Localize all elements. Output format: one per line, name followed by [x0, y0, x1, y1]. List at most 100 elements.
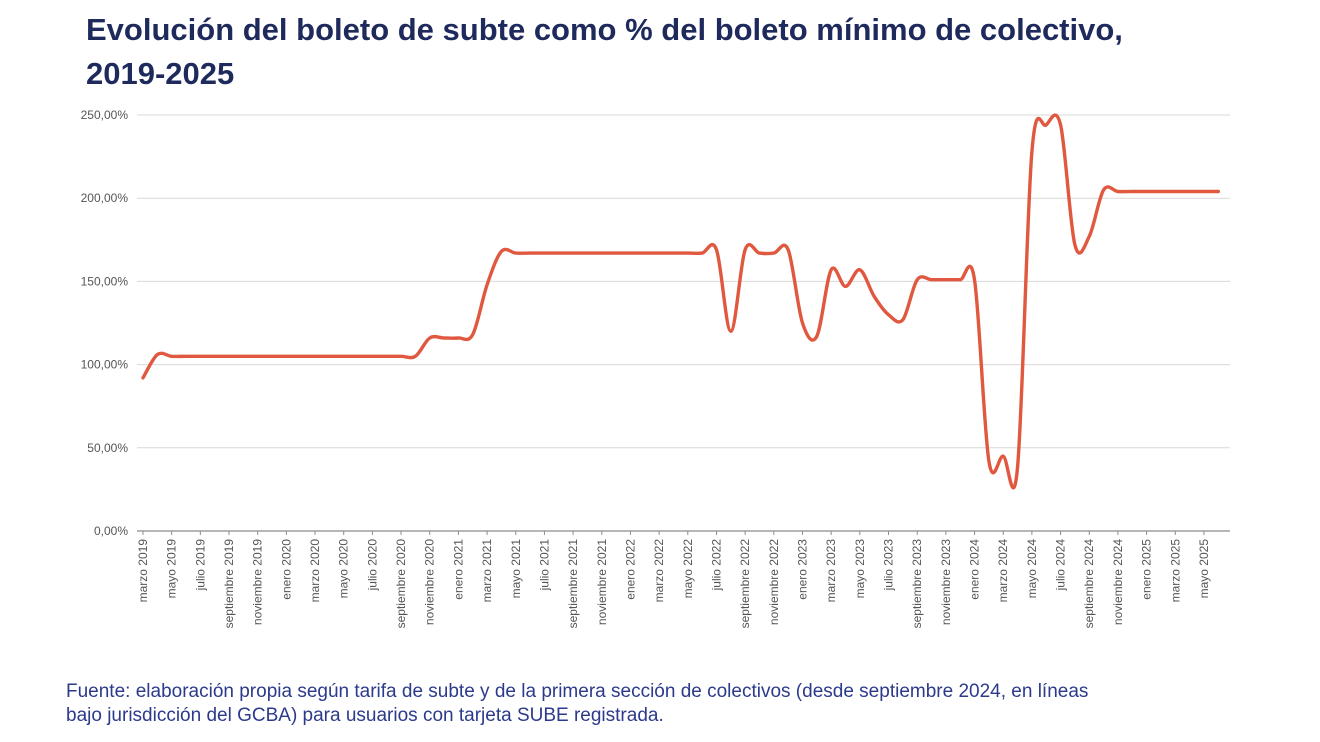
x-tick-label: enero 2025 — [1140, 539, 1154, 600]
x-tick-label: marzo 2021 — [480, 539, 494, 603]
x-axis-ticks: marzo 2019 mayo 2019 julio 2019 septiembre … — [136, 531, 1211, 628]
data-point — [370, 354, 375, 359]
x-tick-label: marzo 2023 — [824, 539, 838, 603]
data-point — [298, 354, 303, 359]
x-tick-label: septiembre 2020 — [394, 539, 408, 629]
x-tick-label: septiembre 2021 — [566, 539, 580, 629]
x-tick-label: julio 2022 — [709, 539, 723, 592]
data-point — [1158, 189, 1163, 194]
data-point — [327, 354, 332, 359]
data-point — [771, 251, 776, 256]
data-point — [1029, 149, 1034, 154]
data-point — [470, 332, 475, 337]
x-tick-label: enero 2023 — [795, 539, 809, 600]
x-tick-label: enero 2024 — [968, 539, 982, 600]
data-point — [255, 354, 260, 359]
series-line — [141, 113, 1220, 490]
data-point — [571, 251, 576, 256]
data-point — [184, 354, 189, 359]
x-tick-label: noviembre 2020 — [423, 539, 437, 625]
source-note-line-2: bajo jurisdicción del GCBA) para usuario… — [66, 705, 664, 726]
x-tick-label: julio 2021 — [537, 539, 551, 592]
x-tick-label: marzo 2020 — [308, 539, 322, 603]
data-point — [900, 317, 905, 322]
x-tick-label: marzo 2025 — [1168, 539, 1182, 603]
data-point — [155, 352, 160, 357]
data-point — [599, 251, 604, 256]
data-point — [728, 329, 733, 334]
data-point — [198, 354, 203, 359]
data-point — [556, 251, 561, 256]
data-point — [614, 251, 619, 256]
gridlines — [137, 114, 1230, 532]
x-tick-label: enero 2021 — [451, 539, 465, 600]
data-point — [585, 251, 590, 256]
data-point — [499, 249, 504, 254]
data-point — [642, 251, 647, 256]
data-point — [356, 354, 361, 359]
x-tick-label: septiembre 2022 — [738, 539, 752, 629]
chart-title-line-1: Evolución del boleto de subte como % del… — [86, 12, 1123, 47]
data-point — [384, 354, 389, 359]
data-point — [341, 354, 346, 359]
x-tick-label: mayo 2024 — [1025, 539, 1039, 599]
data-point — [1187, 189, 1192, 194]
data-point — [872, 294, 877, 299]
data-point — [1015, 465, 1020, 470]
x-tick-label: julio 2020 — [365, 539, 379, 592]
data-point — [427, 335, 432, 340]
data-point — [743, 247, 748, 252]
data-point — [714, 247, 719, 252]
data-point — [814, 334, 819, 339]
data-point — [943, 277, 948, 282]
data-point — [485, 282, 490, 287]
line-chart: 0,00%50,00%100,00%150,00%200,00%250,00% … — [81, 108, 1230, 628]
data-point — [413, 354, 418, 359]
data-point — [1072, 242, 1077, 247]
data-point — [628, 251, 633, 256]
x-tick-label: noviembre 2023 — [939, 539, 953, 625]
data-point — [843, 284, 848, 289]
data-point — [1201, 189, 1206, 194]
source-note-line-1: Fuente: elaboración propia según tarifa … — [66, 681, 1089, 702]
y-tick-label: 100,00% — [81, 358, 129, 372]
x-tick-label: noviembre 2021 — [595, 539, 609, 625]
x-tick-label: mayo 2022 — [681, 539, 695, 599]
data-point — [857, 267, 862, 272]
x-tick-label: mayo 2023 — [853, 539, 867, 599]
data-point — [685, 251, 690, 256]
data-point — [1001, 454, 1006, 459]
x-tick-label: mayo 2025 — [1197, 539, 1211, 599]
x-tick-label: septiembre 2023 — [910, 539, 924, 629]
chart-title: Evolución del boleto de subte como % del… — [86, 8, 1286, 96]
data-point — [169, 354, 174, 359]
data-point — [700, 251, 705, 256]
x-tick-label: mayo 2019 — [165, 539, 179, 599]
data-point — [1058, 122, 1063, 127]
data-point — [1144, 189, 1149, 194]
data-point — [399, 354, 404, 359]
data-point — [1115, 189, 1120, 194]
data-point — [270, 354, 275, 359]
chart-title-line-2: 2019-2025 — [86, 56, 235, 91]
data-point — [1044, 122, 1049, 127]
x-tick-label: noviembre 2019 — [251, 539, 265, 625]
data-point — [1173, 189, 1178, 194]
x-tick-label: marzo 2022 — [652, 539, 666, 603]
data-point — [1216, 189, 1221, 194]
data-point — [141, 375, 146, 380]
x-tick-label: septiembre 2024 — [1082, 539, 1096, 629]
data-point — [958, 277, 963, 282]
x-tick-label: enero 2020 — [279, 539, 293, 600]
data-point — [915, 277, 920, 282]
x-tick-label: marzo 2024 — [996, 539, 1010, 603]
data-point — [929, 277, 934, 282]
data-point — [1087, 234, 1092, 239]
y-tick-label: 150,00% — [81, 274, 129, 288]
data-point — [800, 321, 805, 326]
data-point — [284, 354, 289, 359]
data-point — [986, 459, 991, 464]
x-tick-label: septiembre 2019 — [222, 539, 236, 629]
y-tick-label: 200,00% — [81, 191, 129, 205]
data-point — [528, 251, 533, 256]
